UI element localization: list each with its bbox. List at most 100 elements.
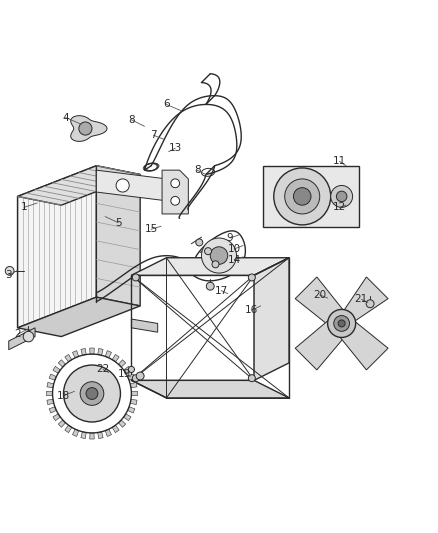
- Text: 19: 19: [118, 369, 131, 379]
- Text: 12: 12: [333, 203, 346, 212]
- Circle shape: [212, 261, 219, 268]
- Text: 8: 8: [128, 115, 135, 125]
- Text: 18: 18: [57, 391, 70, 401]
- Polygon shape: [47, 399, 54, 405]
- Polygon shape: [49, 374, 57, 380]
- Polygon shape: [72, 351, 79, 358]
- Polygon shape: [105, 429, 112, 437]
- Polygon shape: [71, 116, 107, 141]
- Text: 15: 15: [145, 224, 158, 235]
- Polygon shape: [96, 166, 140, 306]
- Polygon shape: [118, 420, 126, 427]
- Circle shape: [248, 375, 255, 382]
- Polygon shape: [131, 258, 289, 275]
- Polygon shape: [295, 277, 346, 328]
- Polygon shape: [58, 420, 66, 427]
- Text: 8: 8: [194, 165, 201, 175]
- Polygon shape: [124, 414, 131, 421]
- Polygon shape: [49, 407, 57, 413]
- Polygon shape: [263, 166, 359, 227]
- Circle shape: [334, 316, 350, 332]
- Polygon shape: [130, 382, 137, 388]
- Circle shape: [171, 179, 180, 188]
- Polygon shape: [65, 354, 72, 362]
- Circle shape: [293, 188, 311, 205]
- Polygon shape: [295, 315, 350, 370]
- Text: 11: 11: [333, 156, 346, 166]
- Circle shape: [128, 366, 134, 373]
- Circle shape: [285, 179, 320, 214]
- Circle shape: [248, 274, 255, 281]
- Circle shape: [336, 191, 347, 201]
- Polygon shape: [72, 429, 79, 437]
- Circle shape: [86, 387, 98, 399]
- Polygon shape: [130, 399, 137, 405]
- Circle shape: [366, 300, 374, 308]
- Circle shape: [338, 320, 345, 327]
- Circle shape: [23, 332, 34, 342]
- Polygon shape: [118, 360, 126, 367]
- Polygon shape: [127, 407, 135, 413]
- Polygon shape: [81, 349, 86, 356]
- Polygon shape: [124, 366, 131, 373]
- Circle shape: [205, 248, 212, 255]
- Polygon shape: [47, 382, 54, 388]
- Polygon shape: [53, 414, 60, 421]
- Polygon shape: [18, 297, 140, 336]
- Polygon shape: [18, 166, 96, 328]
- Polygon shape: [105, 351, 112, 358]
- Text: 4: 4: [62, 112, 69, 123]
- Text: 22: 22: [96, 365, 110, 374]
- Text: 1: 1: [21, 203, 28, 212]
- Polygon shape: [81, 432, 86, 439]
- Circle shape: [331, 185, 353, 207]
- Polygon shape: [53, 366, 60, 373]
- Text: 6: 6: [163, 100, 170, 109]
- Text: 2: 2: [14, 329, 21, 340]
- Text: 20: 20: [313, 290, 326, 300]
- Circle shape: [132, 375, 139, 382]
- Circle shape: [5, 266, 14, 275]
- Polygon shape: [112, 354, 119, 362]
- Polygon shape: [343, 277, 388, 322]
- Polygon shape: [127, 374, 135, 380]
- Polygon shape: [9, 328, 35, 350]
- Text: 10: 10: [228, 244, 241, 254]
- Polygon shape: [58, 360, 66, 367]
- Polygon shape: [90, 433, 94, 439]
- Text: 9: 9: [226, 233, 233, 243]
- Polygon shape: [131, 391, 138, 396]
- Polygon shape: [112, 425, 119, 433]
- Circle shape: [201, 238, 237, 273]
- Polygon shape: [131, 381, 289, 398]
- Polygon shape: [46, 391, 53, 396]
- Polygon shape: [96, 170, 166, 201]
- Text: 14: 14: [228, 255, 241, 265]
- Text: 17: 17: [215, 286, 228, 296]
- Polygon shape: [98, 349, 103, 356]
- Circle shape: [196, 239, 203, 246]
- Text: 7: 7: [150, 130, 157, 140]
- Circle shape: [206, 282, 214, 290]
- Polygon shape: [254, 258, 289, 381]
- Text: 3: 3: [5, 270, 12, 280]
- Polygon shape: [331, 313, 388, 370]
- Circle shape: [79, 122, 92, 135]
- Polygon shape: [65, 425, 72, 433]
- Polygon shape: [90, 348, 94, 354]
- Polygon shape: [131, 319, 158, 332]
- Text: 13: 13: [169, 143, 182, 154]
- Circle shape: [136, 372, 144, 380]
- Circle shape: [210, 247, 228, 264]
- Polygon shape: [162, 170, 188, 214]
- Circle shape: [64, 365, 120, 422]
- Circle shape: [274, 168, 331, 225]
- Circle shape: [116, 179, 129, 192]
- Polygon shape: [98, 432, 103, 439]
- Polygon shape: [18, 166, 140, 205]
- Text: 16: 16: [245, 305, 258, 316]
- Circle shape: [328, 310, 356, 337]
- Circle shape: [80, 382, 104, 405]
- Text: 21: 21: [355, 294, 368, 304]
- Text: 5: 5: [115, 217, 122, 228]
